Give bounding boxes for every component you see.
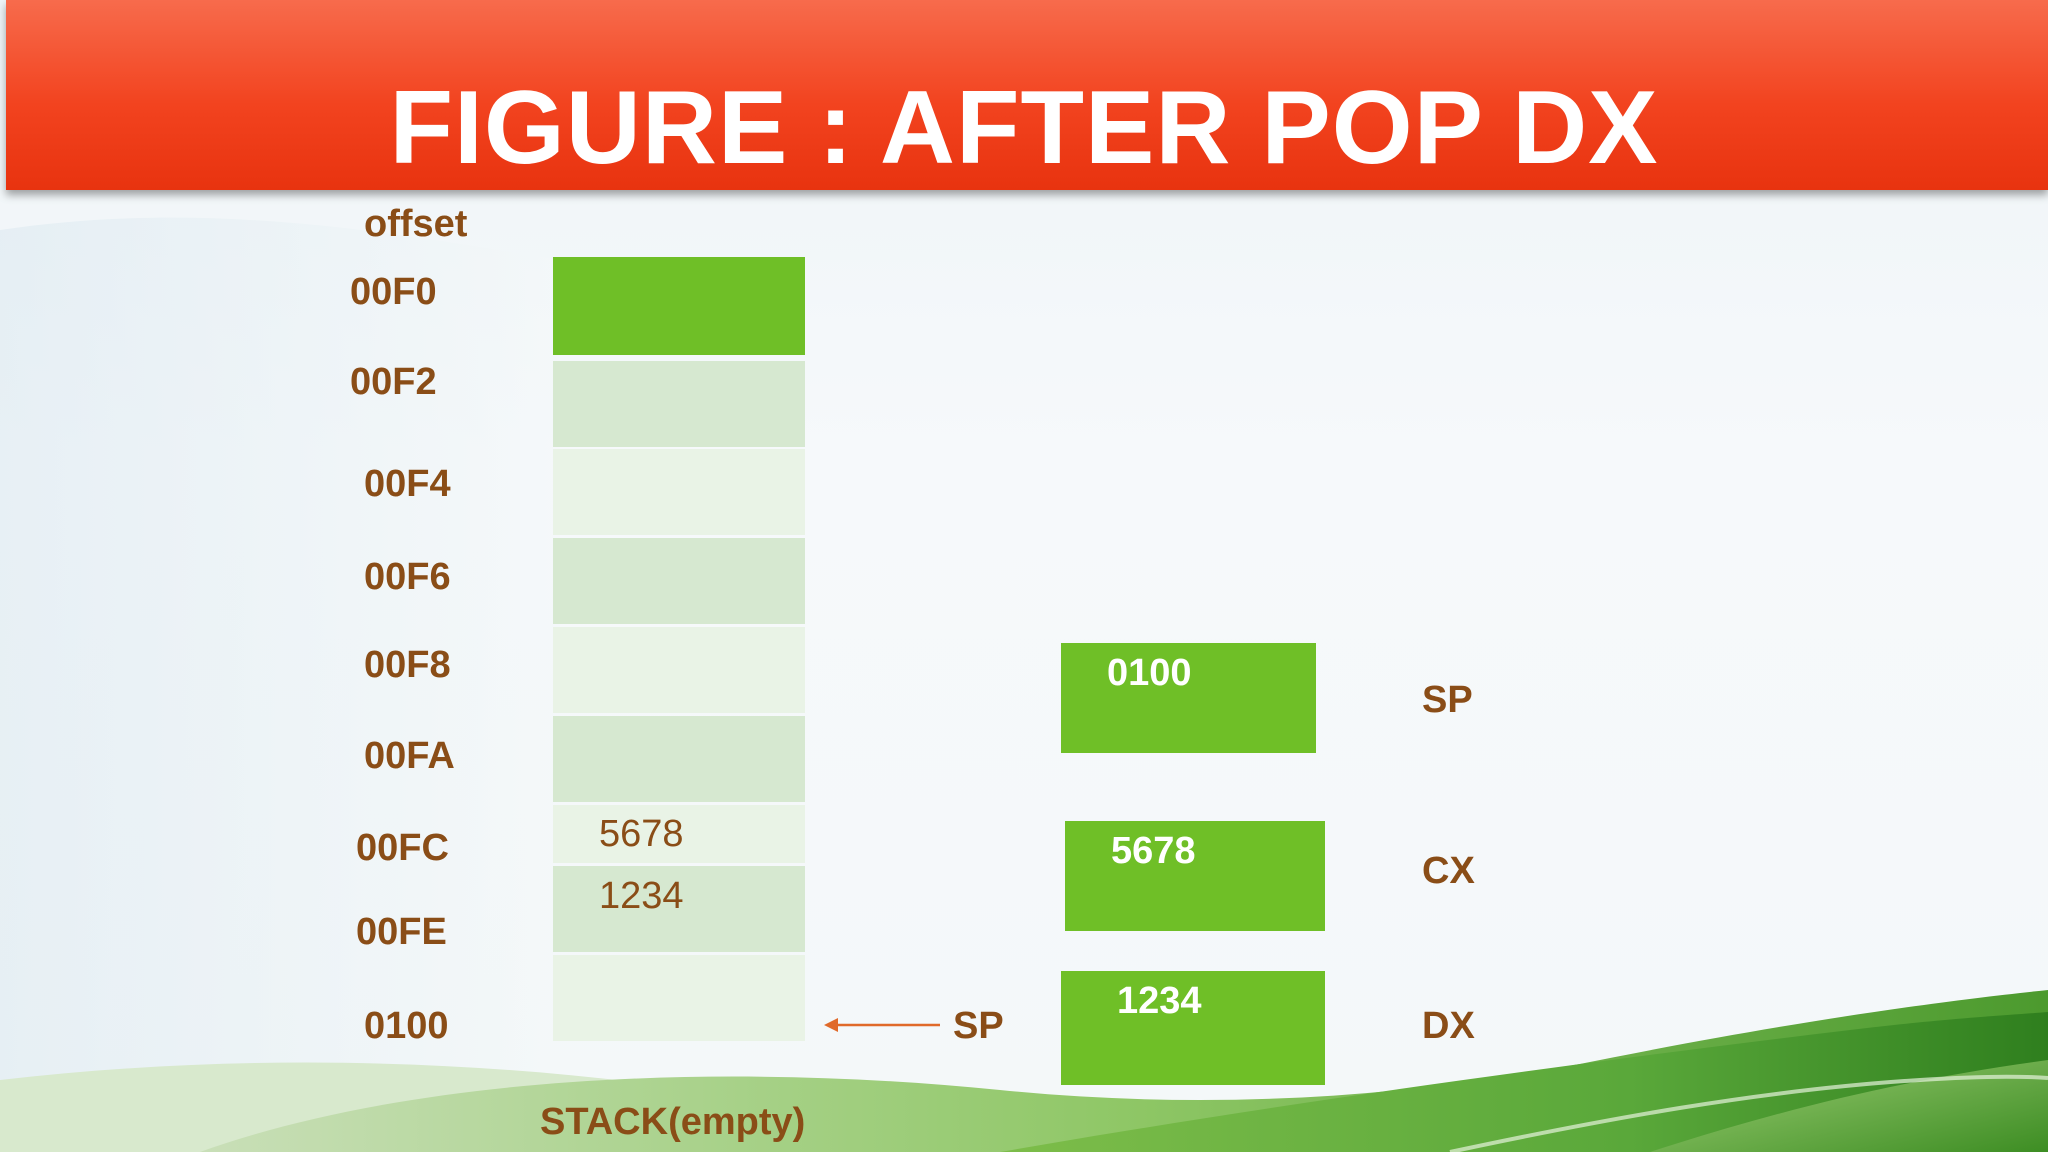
header-bar bbox=[6, 0, 2048, 190]
stack-value-00FC: 5678 bbox=[599, 813, 684, 855]
offset-label-00F2: 00F2 bbox=[350, 361, 437, 403]
stack-cell-00FA bbox=[553, 716, 805, 802]
stack-cell-00F4 bbox=[553, 449, 805, 535]
stack-cell-00FC: 5678 bbox=[553, 805, 805, 863]
register-name-sp: SP bbox=[1422, 679, 1473, 721]
stack-pointer-label: SP bbox=[953, 1005, 1004, 1047]
stack-memory: 5678 1234 bbox=[553, 0, 805, 1152]
register-name-cx: CX bbox=[1422, 850, 1475, 892]
stack-cell-0100 bbox=[553, 955, 805, 1041]
offset-label-00FC: 00FC bbox=[356, 827, 449, 869]
offset-label-00FE: 00FE bbox=[356, 911, 447, 953]
register-box-cx: 5678 bbox=[1065, 821, 1325, 931]
offset-header: offset bbox=[364, 203, 468, 245]
offset-label-0100: 0100 bbox=[364, 1005, 449, 1047]
offset-label-00F8: 00F8 bbox=[364, 644, 451, 686]
register-box-dx: 1234 bbox=[1061, 971, 1325, 1085]
page-title: FIGURE : AFTER POP DX bbox=[389, 70, 1659, 186]
stack-cell-00F2 bbox=[553, 361, 805, 447]
offset-label-00F6: 00F6 bbox=[364, 556, 451, 598]
offset-label-00FA: 00FA bbox=[364, 735, 455, 777]
stack-value-00FE: 1234 bbox=[599, 875, 684, 917]
stack-cell-00FE: 1234 bbox=[553, 866, 805, 952]
register-name-dx: DX bbox=[1422, 1005, 1475, 1047]
offset-label-00F0: 00F0 bbox=[350, 271, 437, 313]
arrow-left-icon bbox=[824, 1018, 940, 1032]
register-value-sp: 0100 bbox=[1107, 652, 1192, 694]
stack-cell-00F8 bbox=[553, 627, 805, 713]
offset-label-00F4: 00F4 bbox=[364, 463, 451, 505]
stack-cell-00F0 bbox=[553, 257, 805, 355]
stack-caption: STACK(empty) bbox=[540, 1101, 806, 1143]
stack-cell-00F6 bbox=[553, 538, 805, 624]
register-box-sp: 0100 bbox=[1061, 643, 1316, 753]
register-value-cx: 5678 bbox=[1111, 830, 1196, 872]
register-value-dx: 1234 bbox=[1117, 980, 1202, 1022]
